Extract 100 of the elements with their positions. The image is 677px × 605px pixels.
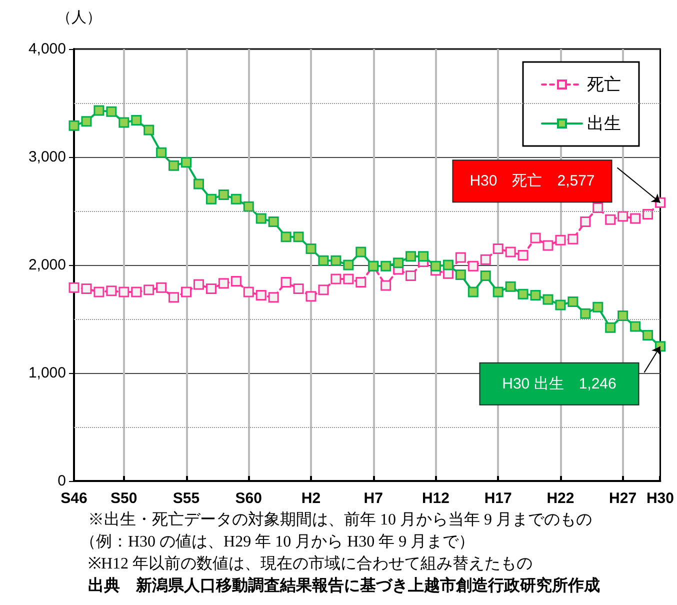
point: [318, 284, 329, 296]
point: [193, 178, 204, 190]
point: [618, 310, 628, 322]
point: [243, 201, 254, 212]
x-tick-label: H12: [422, 490, 450, 507]
point: [580, 216, 591, 228]
point: [306, 291, 316, 302]
text: ※出生・死亡データの対象期間は、前年 10 月から当年 9 月までのもの: [88, 510, 592, 528]
point: [293, 232, 304, 242]
point: [442, 260, 454, 270]
point: [430, 260, 441, 272]
point: [156, 147, 167, 158]
point: [280, 277, 292, 288]
annotation: H30 出生 1,246: [502, 375, 616, 392]
point: [144, 284, 154, 296]
x-tick-label: H22: [546, 490, 574, 507]
point: [642, 330, 654, 340]
x-tick-label: H2: [301, 490, 321, 507]
x-tick-label: H17: [484, 490, 512, 507]
point: [68, 282, 80, 293]
point: [318, 255, 329, 266]
point: [268, 292, 279, 303]
point: [468, 260, 478, 272]
point: [356, 246, 366, 258]
point: [568, 296, 578, 307]
annotation: H30 死亡 2,577: [470, 172, 595, 190]
point: [455, 269, 466, 280]
point: [530, 290, 541, 300]
point: [455, 252, 466, 263]
point: [181, 157, 192, 168]
point: [505, 281, 516, 292]
point: [518, 250, 528, 261]
x-tick-label: S46: [60, 490, 88, 507]
x-tick-label: S60: [235, 490, 262, 507]
point: [542, 294, 554, 305]
point: [468, 286, 478, 298]
point: [280, 232, 292, 242]
point: [480, 270, 491, 282]
point: [106, 106, 117, 117]
point: [94, 105, 104, 116]
point: [131, 115, 142, 126]
point: [380, 260, 392, 272]
point: [168, 292, 180, 303]
point: [256, 290, 266, 300]
x-tick-label: H7: [364, 490, 383, 507]
y-axis-title: （人）: [56, 9, 102, 26]
source-note: 出典 新潟県人口移動調査結果報告に基づき上越市創造行政研究所作成: [88, 576, 600, 594]
point: [642, 208, 654, 220]
point: [618, 211, 628, 222]
point: [518, 288, 528, 300]
point: [230, 276, 242, 286]
point: [580, 308, 591, 319]
point: [555, 300, 566, 310]
point: [193, 279, 204, 290]
point: [206, 194, 216, 204]
point: [542, 240, 554, 251]
point: [343, 260, 354, 270]
point: [106, 286, 117, 296]
point: [68, 120, 80, 131]
point: [131, 286, 142, 298]
point: [380, 280, 392, 291]
point: [144, 124, 154, 136]
x-tick-label: S50: [110, 490, 138, 507]
point: [181, 286, 192, 298]
point: [156, 282, 167, 293]
point: [218, 190, 229, 200]
point: [592, 302, 604, 312]
point: [81, 284, 92, 294]
point: [218, 278, 229, 289]
y-tick-label: 4,000: [28, 40, 66, 58]
point: [356, 277, 366, 288]
point: [630, 321, 641, 332]
y-tick-label: 1,000: [28, 364, 66, 382]
point: [330, 274, 342, 284]
point: [393, 258, 404, 268]
point: [530, 232, 541, 244]
point: [81, 116, 92, 127]
point: [492, 244, 504, 254]
point: [480, 254, 491, 265]
point: [343, 274, 354, 284]
point: [268, 216, 279, 228]
legend-label: 死亡: [587, 75, 621, 94]
point: [406, 270, 416, 282]
point: [555, 234, 566, 246]
point: [168, 160, 180, 171]
point: [243, 286, 254, 298]
x-tick-label: H30: [646, 490, 674, 507]
point: [568, 234, 578, 244]
text: ※H12 年以前の数値は、現在の市域に合わせて組み替えたもの: [88, 554, 533, 572]
point: [306, 244, 316, 254]
point: [256, 213, 266, 224]
point: [418, 251, 428, 262]
point: [330, 255, 342, 266]
x-tick-label: S55: [172, 490, 200, 507]
y-tick-label: 3,000: [28, 148, 66, 166]
point: [293, 284, 304, 294]
point: [492, 286, 504, 298]
point: [230, 194, 242, 204]
point: [605, 322, 616, 333]
y-tick-label: 2,000: [28, 256, 66, 274]
